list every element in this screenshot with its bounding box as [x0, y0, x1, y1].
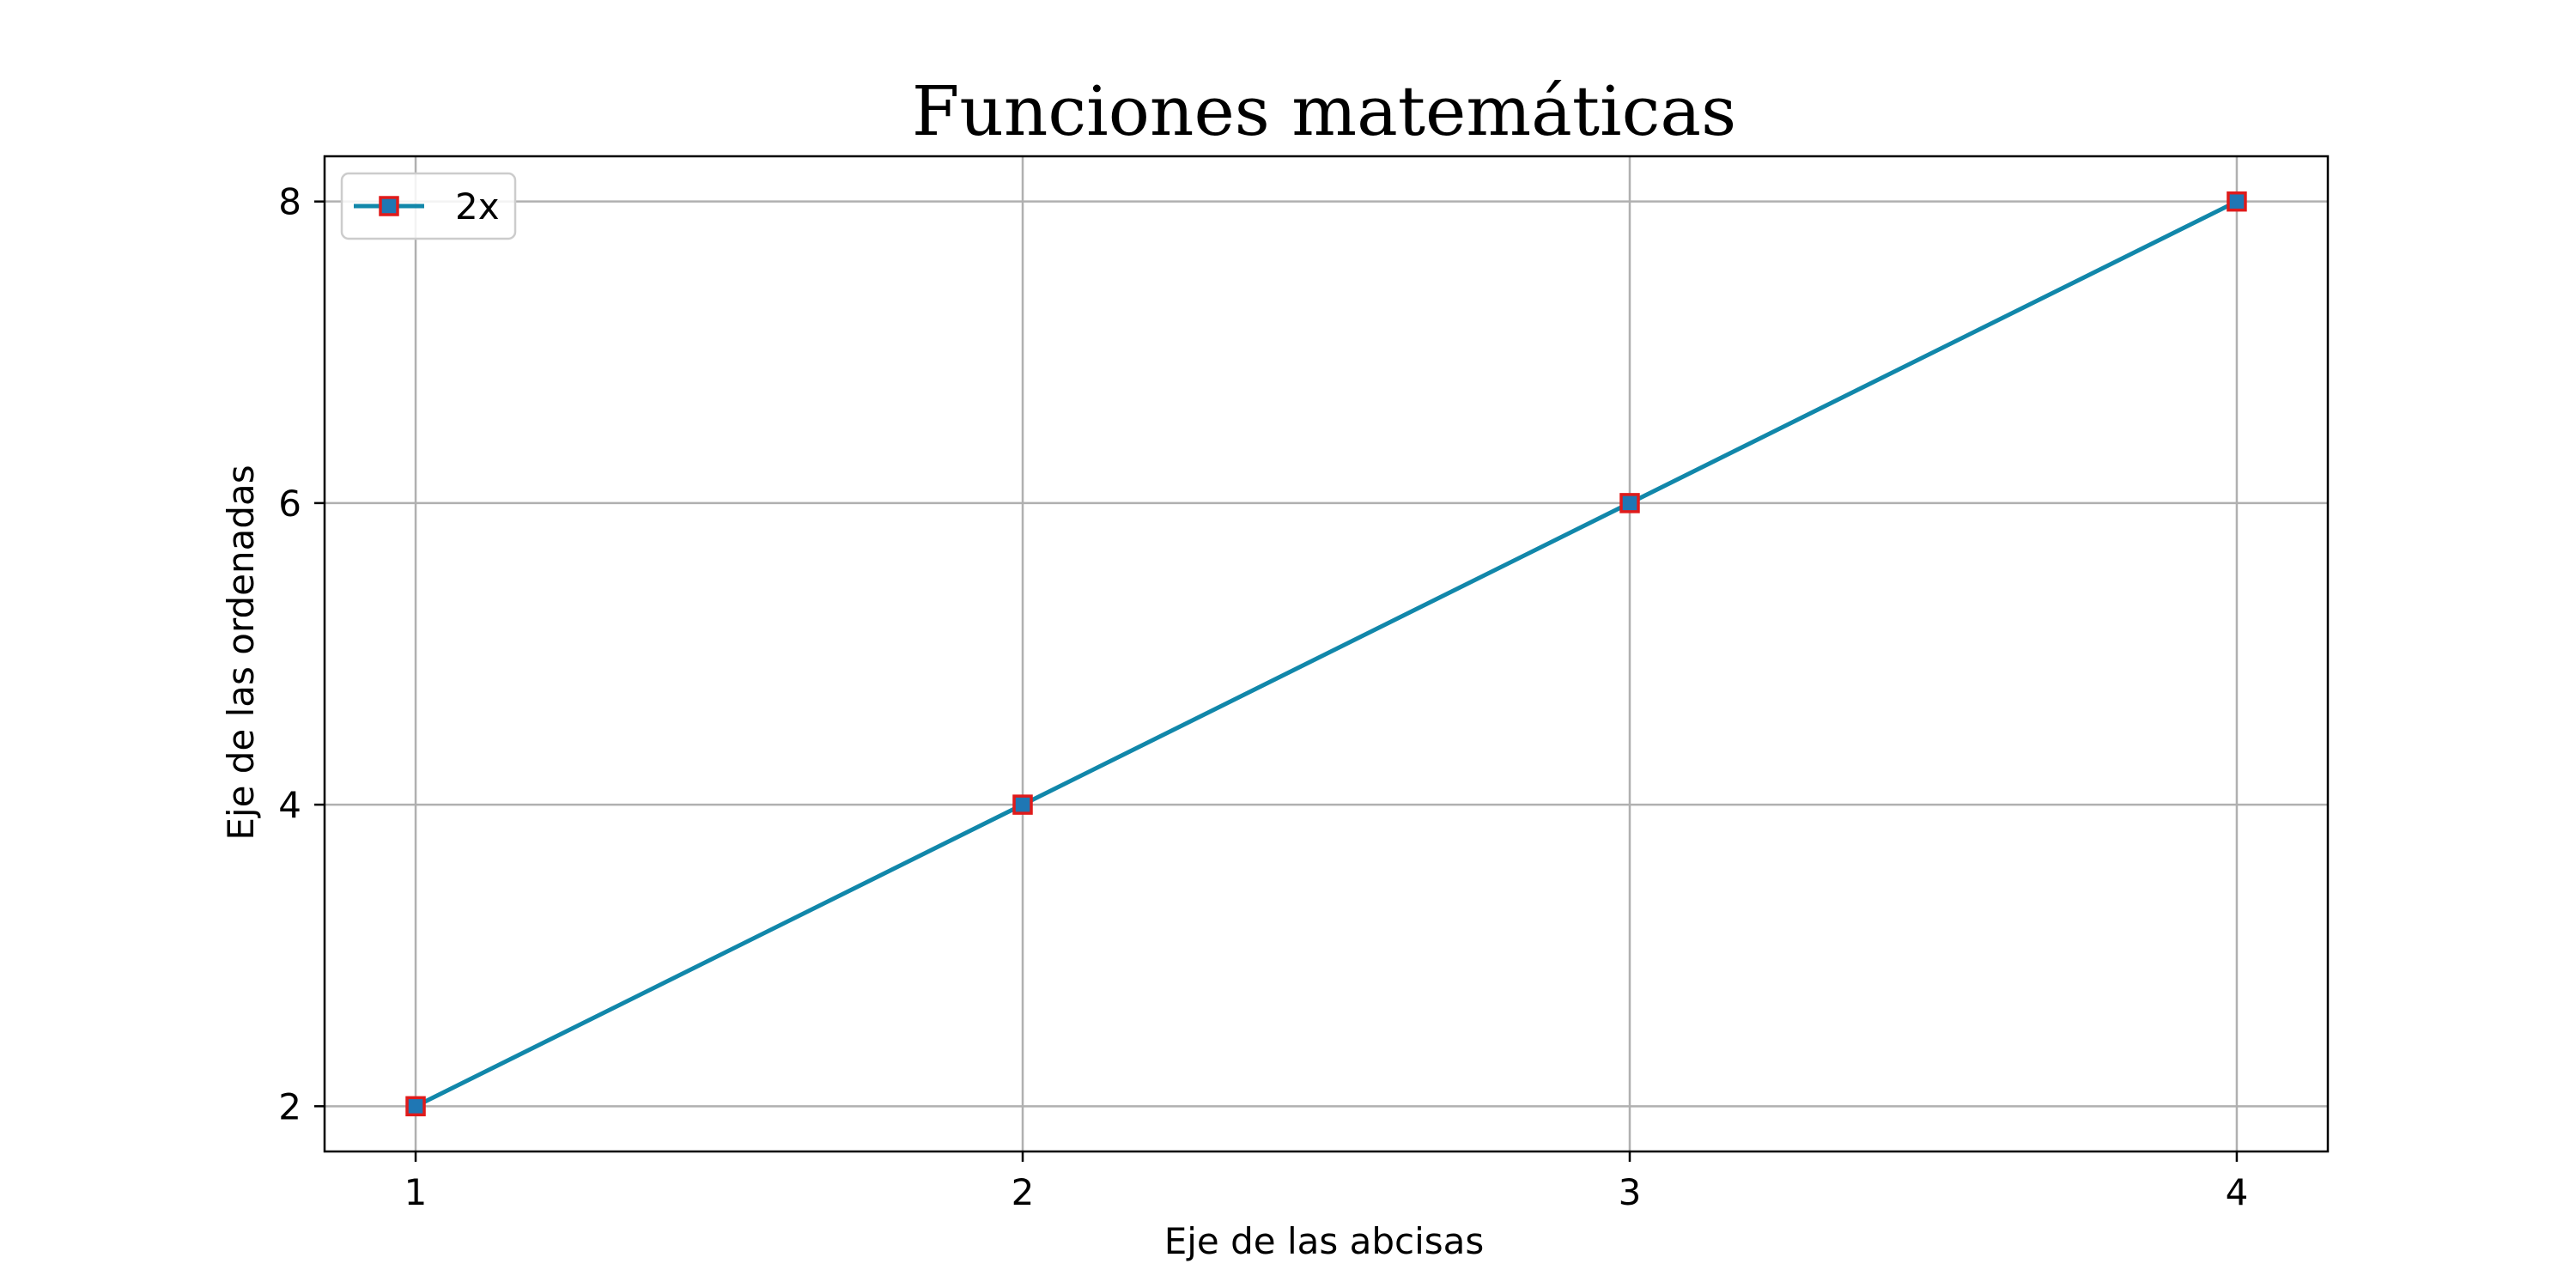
- chart-title: Funciones matemáticas: [912, 71, 1736, 151]
- x-tick-label: 2: [1012, 1171, 1035, 1213]
- data-point-marker: [2227, 191, 2247, 212]
- y-tick-label: 4: [278, 784, 301, 826]
- x-axis-label: Eje de las abcisas: [1164, 1220, 1485, 1262]
- legend-label: 2x: [455, 185, 500, 228]
- y-tick-label: 8: [278, 181, 301, 223]
- legend: 2x: [340, 172, 517, 240]
- x-tick-label: 3: [1619, 1171, 1642, 1213]
- series-layer: [405, 191, 2247, 1117]
- x-tick-label: 4: [2226, 1171, 2249, 1213]
- y-tick-label: 6: [278, 483, 301, 525]
- y-axis-ticks: 2 4 6 8: [278, 181, 325, 1127]
- data-point-marker: [405, 1096, 426, 1117]
- grid-lines: [325, 156, 2328, 1151]
- x-tick-label: 1: [404, 1171, 428, 1213]
- legend-marker-swatch: [379, 196, 399, 216]
- data-point-marker: [1619, 493, 1640, 513]
- plot-area-frame: [323, 155, 2330, 1153]
- series-line: [414, 199, 2239, 1109]
- y-tick-label: 2: [278, 1085, 301, 1127]
- y-axis-label: Eje de las ordenadas: [220, 465, 262, 840]
- x-axis-ticks: 1 2 3 4: [404, 1151, 2249, 1213]
- data-point-marker: [1012, 794, 1033, 815]
- legend-box: [340, 172, 517, 240]
